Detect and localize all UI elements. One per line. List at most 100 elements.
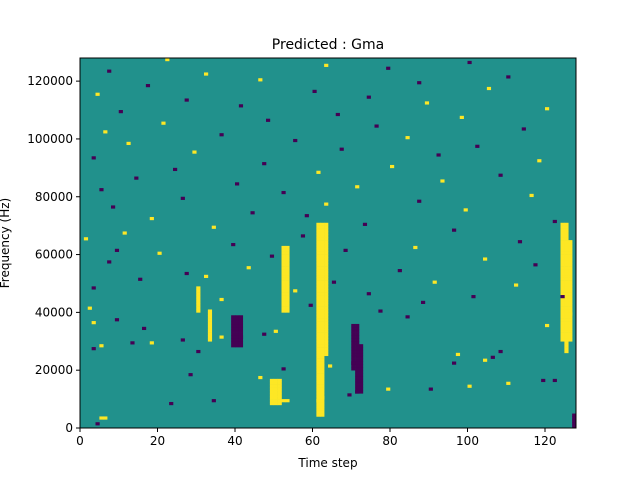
heatmap-band-cell <box>316 393 321 397</box>
heatmap-band-cell <box>351 332 356 336</box>
heatmap-band-cell <box>320 280 325 284</box>
heatmap-band-cell <box>564 277 569 281</box>
heatmap-band-cell <box>320 387 325 391</box>
heatmap-band-cell <box>316 243 321 247</box>
heatmap-band-cell <box>316 254 321 258</box>
heatmap-band-cell <box>285 286 290 290</box>
heatmap-band-cell <box>316 387 321 391</box>
heatmap-band-cell <box>231 344 236 348</box>
heatmap-band-cell <box>355 373 360 377</box>
heatmap-cell <box>405 315 410 319</box>
heatmap-band-cell <box>273 396 278 400</box>
heatmap-cell <box>316 170 321 174</box>
heatmap-band-cell <box>564 309 569 313</box>
heatmap-band-cell <box>207 326 213 331</box>
heatmap-band-cell <box>355 344 360 348</box>
heatmap-band-cell <box>324 222 329 226</box>
heatmap-band-cell <box>324 338 329 342</box>
heatmap-band-cell <box>560 315 565 319</box>
heatmap-band-cell <box>560 274 565 278</box>
heatmap-band-cell <box>351 329 356 333</box>
heatmap-cell <box>537 159 542 163</box>
heatmap-cell <box>188 373 193 377</box>
heatmap-band-cell <box>564 312 569 316</box>
heatmap-band-cell <box>320 323 325 328</box>
heatmap-cell <box>266 118 271 122</box>
heatmap-band-cell <box>235 341 240 345</box>
heatmap-band-cell <box>316 396 321 400</box>
heatmap-band-cell <box>560 240 565 244</box>
heatmap-band-cell <box>320 300 325 304</box>
heatmap-cell <box>107 260 112 264</box>
heatmap-band-cell <box>324 300 329 304</box>
heatmap-cell <box>196 349 201 354</box>
heatmap-band-cell <box>320 373 325 377</box>
heatmap-band-cell <box>324 248 329 252</box>
y-axis: 0 20000 40000 60000 80000 100000 120000 <box>27 74 80 435</box>
heatmap-band-cell <box>196 292 201 296</box>
heatmap-cell <box>126 141 131 146</box>
heatmap-band-cell <box>564 251 569 255</box>
heatmap-band-cell <box>560 251 565 255</box>
heatmap-band-cell <box>235 326 240 331</box>
heatmap-band-cell <box>316 370 321 374</box>
heatmap-band-cell <box>560 266 565 270</box>
heatmap-band-cell <box>560 335 565 339</box>
heatmap-band-cell <box>281 295 286 299</box>
heatmap-band-cell <box>568 274 573 278</box>
heatmap-band-cell <box>281 263 286 267</box>
heatmap-band-cell <box>324 352 329 357</box>
heatmap-band-cell <box>207 321 213 325</box>
heatmap-cell <box>293 138 298 143</box>
heatmap-band-cell <box>281 297 286 302</box>
heatmap-band-cell <box>324 335 329 339</box>
heatmap-cell <box>184 271 189 276</box>
heatmap-band-cell <box>235 335 240 339</box>
heatmap-band-cell <box>324 332 329 336</box>
heatmap-band-cell <box>568 335 573 339</box>
heatmap-cell <box>467 384 472 388</box>
heatmap-cell <box>386 387 391 391</box>
heatmap-band-cell <box>355 352 360 357</box>
heatmap-band-cell <box>320 329 325 333</box>
heatmap-band-cell <box>285 266 290 270</box>
heatmap-band-cell <box>560 312 565 316</box>
heatmap-band-cell <box>564 237 569 241</box>
heatmap-band-cell <box>207 315 213 319</box>
heatmap-band-cell <box>231 329 236 333</box>
heatmap-band-cell <box>320 292 325 296</box>
heatmap-band-cell <box>281 245 286 250</box>
heatmap-band-cell <box>320 315 325 319</box>
y-tick-label: 40000 <box>35 305 73 319</box>
heatmap-band-cell <box>560 237 565 241</box>
heatmap-band-cell <box>231 341 236 345</box>
heatmap-band-cell <box>568 321 573 325</box>
heatmap-band-cell <box>235 323 240 328</box>
heatmap-band-cell <box>320 352 325 357</box>
heatmap-band-cell <box>316 234 321 238</box>
heatmap-band-cell <box>564 292 569 296</box>
heatmap-band-cell <box>560 329 565 333</box>
heatmap-band-cell <box>231 332 236 336</box>
heatmap-band-cell <box>568 260 573 264</box>
heatmap-band-cell <box>316 358 321 362</box>
heatmap-band-cell <box>564 283 569 287</box>
heatmap-band-cell <box>320 341 325 345</box>
heatmap-band-cell <box>564 263 569 267</box>
heatmap-cell <box>219 297 224 302</box>
heatmap-cell <box>506 75 511 79</box>
heatmap-band-cell <box>320 338 325 342</box>
heatmap-cell <box>238 104 244 108</box>
heatmap-band-cell <box>359 375 364 380</box>
heatmap-band-cell <box>207 309 213 313</box>
heatmap-band-cell <box>316 222 321 226</box>
heatmap-cell <box>204 72 209 76</box>
heatmap-cell <box>91 286 96 290</box>
heatmap-band-cell <box>324 289 329 293</box>
heatmap-band-cell <box>355 364 360 368</box>
heatmap-band-cell <box>235 321 240 325</box>
heatmap-band-cell <box>568 283 573 287</box>
heatmap-cell <box>269 254 275 258</box>
heatmap-band-cell <box>281 280 286 284</box>
heatmap-band-cell <box>316 390 321 394</box>
